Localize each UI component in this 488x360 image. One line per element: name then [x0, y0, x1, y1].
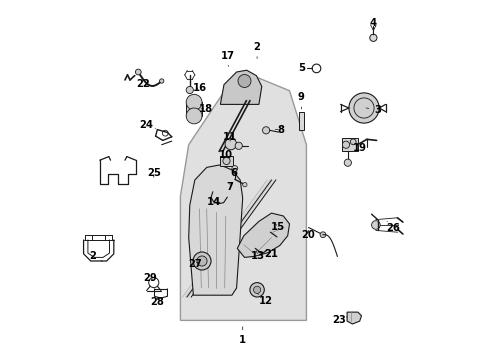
Polygon shape — [237, 213, 289, 257]
Circle shape — [348, 93, 378, 123]
Text: 2: 2 — [253, 42, 260, 52]
Text: 14: 14 — [206, 197, 221, 207]
Text: 24: 24 — [139, 120, 153, 130]
Circle shape — [253, 286, 260, 293]
Text: 7: 7 — [226, 182, 233, 192]
Text: 3: 3 — [373, 105, 380, 115]
Bar — [298, 112, 304, 130]
Text: 16: 16 — [192, 83, 206, 93]
Text: 23: 23 — [331, 315, 345, 325]
Text: 6: 6 — [230, 168, 237, 178]
Circle shape — [186, 94, 202, 110]
Text: 12: 12 — [259, 296, 272, 306]
Circle shape — [223, 157, 230, 165]
Text: 15: 15 — [270, 222, 284, 232]
Text: 4: 4 — [369, 18, 376, 28]
Text: 10: 10 — [218, 150, 232, 160]
Circle shape — [349, 139, 355, 145]
Text: 9: 9 — [297, 92, 304, 102]
Circle shape — [249, 283, 264, 297]
Bar — [186, 102, 202, 116]
Circle shape — [369, 34, 376, 41]
Text: 11: 11 — [223, 132, 237, 142]
Text: 21: 21 — [264, 249, 278, 259]
Text: 5: 5 — [298, 63, 305, 73]
Text: 25: 25 — [146, 168, 161, 178]
Bar — [341, 138, 357, 151]
Text: 19: 19 — [352, 143, 366, 153]
Circle shape — [135, 69, 141, 75]
Circle shape — [238, 75, 250, 87]
Circle shape — [186, 108, 202, 124]
Polygon shape — [180, 77, 306, 320]
Text: 22: 22 — [136, 78, 149, 89]
Circle shape — [159, 79, 163, 83]
Polygon shape — [220, 70, 261, 104]
Circle shape — [193, 252, 211, 270]
Text: 17: 17 — [221, 51, 235, 61]
Polygon shape — [346, 312, 361, 324]
Circle shape — [231, 166, 237, 171]
Text: 1: 1 — [239, 335, 246, 345]
Text: 27: 27 — [187, 258, 201, 269]
Text: 13: 13 — [251, 251, 264, 261]
Circle shape — [235, 142, 242, 149]
Text: 18: 18 — [198, 104, 212, 114]
Text: 29: 29 — [143, 273, 157, 283]
Circle shape — [342, 141, 349, 148]
Text: 8: 8 — [276, 125, 284, 135]
Circle shape — [320, 232, 325, 238]
Circle shape — [371, 221, 380, 229]
Circle shape — [224, 138, 236, 150]
Circle shape — [344, 159, 351, 166]
Circle shape — [262, 127, 269, 134]
Circle shape — [242, 183, 246, 187]
Text: 20: 20 — [301, 230, 315, 240]
Text: 26: 26 — [385, 222, 399, 233]
Bar — [220, 156, 232, 166]
Circle shape — [186, 86, 193, 94]
Text: 2: 2 — [89, 251, 96, 261]
Circle shape — [197, 256, 206, 266]
Text: 28: 28 — [150, 297, 164, 307]
Polygon shape — [188, 165, 242, 295]
